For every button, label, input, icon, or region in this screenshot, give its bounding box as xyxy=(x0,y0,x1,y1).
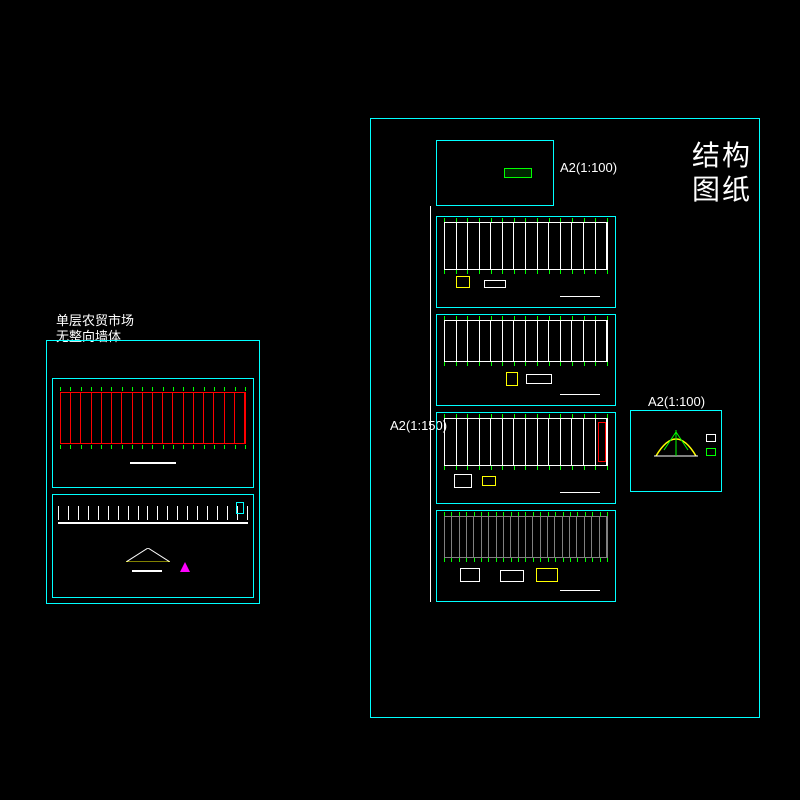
magenta-marker-icon xyxy=(180,562,190,572)
right-top-small-sheet xyxy=(436,140,554,206)
label-a2-100-side: A2(1:100) xyxy=(648,394,705,409)
left-plan-grid xyxy=(60,392,246,444)
right-title-line2: 图纸 xyxy=(692,168,752,208)
arch-truss-icon xyxy=(654,428,698,456)
label-a2-100-top: A2(1:100) xyxy=(560,160,617,175)
roof-section-icon xyxy=(126,548,170,562)
